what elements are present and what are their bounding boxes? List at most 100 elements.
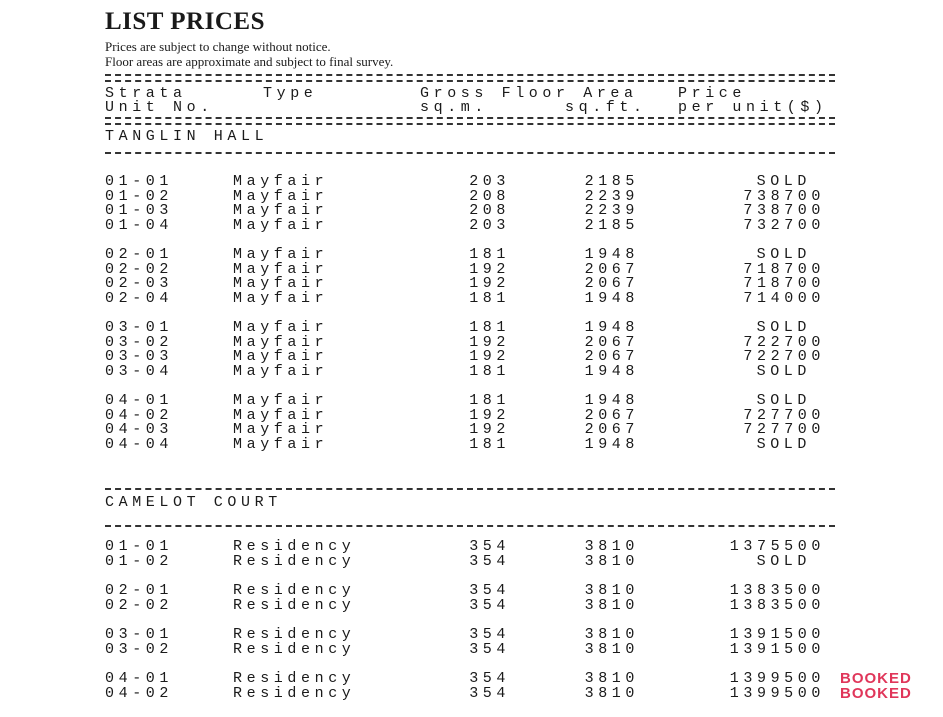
area-sqft: 1948: [584, 289, 639, 307]
area-sqft: 3810: [584, 626, 639, 643]
area-sqft: 2067: [584, 406, 639, 424]
area-sqm: 192: [469, 421, 510, 439]
header-price-per-unit: per unit($): [678, 99, 828, 116]
unit-price: 738700: [743, 187, 825, 205]
area-sqft: 3810: [584, 640, 639, 658]
section-rule: [105, 488, 835, 490]
area-sqft: 2239: [584, 187, 639, 205]
header-sqft: sq.ft.: [565, 99, 647, 116]
unit-type: Mayfair: [233, 319, 329, 336]
area-sqm: 181: [469, 435, 510, 453]
area-sqft: 1948: [584, 392, 639, 409]
header-gfa: Gross Floor Area: [420, 85, 638, 102]
unit-type: Mayfair: [233, 260, 329, 278]
area-sqft: 2067: [584, 333, 639, 351]
double-rule: [105, 74, 835, 82]
header-unit: Strata: [105, 85, 187, 102]
area-sqm: 181: [469, 246, 510, 263]
sold-status: SOLD: [756, 392, 811, 409]
area-sqm: 354: [469, 538, 510, 555]
unit-number: 01-04: [105, 216, 174, 234]
sold-status: SOLD: [756, 552, 811, 570]
area-sqft: 2067: [584, 275, 639, 293]
unit-number: 03-01: [105, 626, 174, 643]
unit-price: 722700: [743, 348, 825, 366]
booked-stamp: BOOKED: [840, 684, 912, 702]
area-sqft: 3810: [584, 552, 639, 570]
section-title: CAMELOT COURT: [105, 494, 282, 511]
unit-price: 1375500: [729, 538, 825, 555]
area-sqft: 3810: [584, 538, 639, 555]
unit-number: 04-03: [105, 421, 174, 439]
unit-price: 727700: [743, 421, 825, 439]
area-sqm: 192: [469, 333, 510, 351]
unit-number: 04-04: [105, 435, 174, 453]
unit-type: Residency: [233, 640, 356, 658]
area-sqft: 1948: [584, 435, 639, 453]
unit-type: Residency: [233, 538, 356, 555]
unit-number: 02-03: [105, 275, 174, 293]
sold-status: SOLD: [756, 435, 811, 453]
unit-price: 1399500: [729, 684, 825, 702]
area-sqft: 1948: [584, 362, 639, 380]
area-sqft: 1948: [584, 246, 639, 263]
unit-type: Mayfair: [233, 202, 329, 220]
unit-type: Residency: [233, 670, 356, 687]
unit-type: Residency: [233, 684, 356, 702]
unit-price: 1383500: [729, 596, 825, 614]
unit-type: Residency: [233, 582, 356, 599]
unit-type: Mayfair: [233, 406, 329, 424]
unit-type: Residency: [233, 552, 356, 570]
unit-type: Residency: [233, 596, 356, 614]
area-sqm: 181: [469, 362, 510, 380]
area-sqm: 354: [469, 640, 510, 658]
section-rule: [105, 525, 835, 527]
unit-number: 02-01: [105, 246, 174, 263]
unit-type: Mayfair: [233, 187, 329, 205]
area-sqft: 2185: [584, 173, 639, 190]
section-rule: [105, 152, 835, 154]
unit-number: 04-02: [105, 684, 174, 702]
unit-number: 03-04: [105, 362, 174, 380]
area-sqft: 1948: [584, 319, 639, 336]
area-sqm: 181: [469, 392, 510, 409]
unit-number: 02-02: [105, 596, 174, 614]
unit-price: 732700: [743, 216, 825, 234]
note-floor-areas: Floor areas are approximate and subject …: [105, 54, 394, 69]
unit-type: Mayfair: [233, 216, 329, 234]
unit-number: 02-02: [105, 260, 174, 278]
area-sqm: 354: [469, 596, 510, 614]
unit-type: Mayfair: [233, 289, 329, 307]
area-sqft: 2067: [584, 348, 639, 366]
unit-number: 01-02: [105, 187, 174, 205]
header-type: Type: [263, 85, 318, 102]
unit-type: Mayfair: [233, 333, 329, 351]
area-sqm: 192: [469, 406, 510, 424]
unit-type: Mayfair: [233, 421, 329, 439]
unit-type: Mayfair: [233, 246, 329, 263]
area-sqm: 354: [469, 670, 510, 687]
unit-number: 02-04: [105, 289, 174, 307]
unit-type: Mayfair: [233, 348, 329, 366]
header-price: Price: [678, 85, 747, 102]
unit-number: 04-01: [105, 392, 174, 409]
area-sqm: 181: [469, 289, 510, 307]
sold-status: SOLD: [756, 173, 811, 190]
area-sqft: 2067: [584, 421, 639, 439]
unit-type: Mayfair: [233, 435, 329, 453]
unit-type: Residency: [233, 626, 356, 643]
area-sqft: 3810: [584, 684, 639, 702]
area-sqm: 354: [469, 684, 510, 702]
sold-status: SOLD: [756, 362, 811, 380]
area-sqm: 192: [469, 348, 510, 366]
unit-price: 727700: [743, 406, 825, 424]
area-sqft: 2185: [584, 216, 639, 234]
area-sqm: 203: [469, 216, 510, 234]
area-sqft: 3810: [584, 596, 639, 614]
area-sqm: 192: [469, 260, 510, 278]
unit-number: 03-02: [105, 640, 174, 658]
note-prices: Prices are subject to change without not…: [105, 39, 331, 54]
unit-number: 01-01: [105, 538, 174, 555]
unit-price: 1399500: [729, 670, 825, 687]
